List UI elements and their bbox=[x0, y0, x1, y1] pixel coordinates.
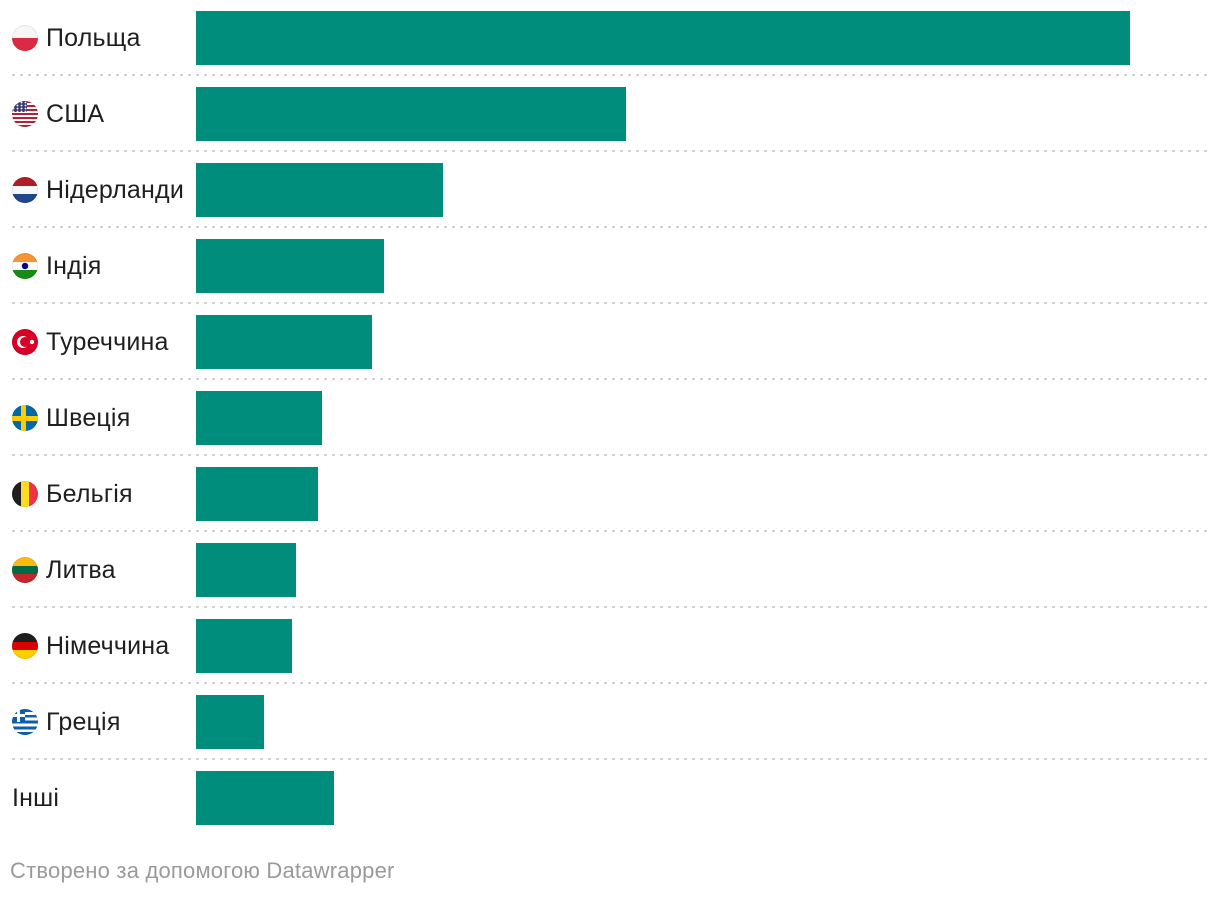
row-label-cell: Греція bbox=[12, 708, 196, 737]
bar-cell bbox=[196, 163, 1220, 217]
bar-cell bbox=[196, 771, 1220, 825]
row-label-cell: Нідерланди bbox=[12, 176, 196, 205]
row-label: Нідерланди bbox=[46, 175, 184, 204]
row-label: Туреччина bbox=[46, 327, 169, 356]
bar-cell bbox=[196, 467, 1220, 521]
flag-usa-icon bbox=[12, 101, 38, 127]
datawrapper-credit-link[interactable]: Створено за допомогою Datawrapper bbox=[10, 858, 395, 883]
row-label-cell: Бельгія bbox=[12, 480, 196, 509]
flag-india-icon bbox=[12, 253, 38, 279]
row-label: Інші bbox=[12, 783, 60, 812]
row-label: Греція bbox=[46, 707, 121, 736]
bar[interactable] bbox=[196, 467, 318, 521]
row-label: Німеччина bbox=[46, 631, 170, 660]
bar-cell bbox=[196, 619, 1220, 673]
row-label: Індія bbox=[46, 251, 102, 280]
bar[interactable] bbox=[196, 543, 296, 597]
chart-row: Індія bbox=[0, 228, 1220, 304]
flag-lithuania-icon bbox=[12, 557, 38, 583]
chart-row: Греція bbox=[0, 684, 1220, 760]
bar[interactable] bbox=[196, 87, 626, 141]
bar[interactable] bbox=[196, 619, 292, 673]
flag-sweden-icon bbox=[12, 405, 38, 431]
chart-row: Інші bbox=[0, 760, 1220, 836]
bar[interactable] bbox=[196, 391, 322, 445]
chart-row: Бельгія bbox=[0, 456, 1220, 532]
row-label-cell: Литва bbox=[12, 556, 196, 585]
chart-row: Литва bbox=[0, 532, 1220, 608]
chart-row: США bbox=[0, 76, 1220, 152]
chart-footer: Створено за допомогою Datawrapper bbox=[10, 858, 1220, 884]
chart-row: Туреччина bbox=[0, 304, 1220, 380]
row-label-cell: Індія bbox=[12, 252, 196, 281]
row-label-cell: Німеччина bbox=[12, 632, 196, 661]
row-label: Литва bbox=[46, 555, 116, 584]
row-label: Бельгія bbox=[46, 479, 133, 508]
flag-poland-icon bbox=[12, 25, 38, 51]
flag-germany-icon bbox=[12, 633, 38, 659]
row-label: Швеція bbox=[46, 403, 131, 432]
bar[interactable] bbox=[196, 163, 443, 217]
chart-row: Польща bbox=[0, 0, 1220, 76]
bar-cell bbox=[196, 543, 1220, 597]
bar[interactable] bbox=[196, 11, 1130, 65]
row-label-cell: Інші bbox=[12, 784, 196, 813]
bar[interactable] bbox=[196, 771, 334, 825]
chart-row: Нідерланди bbox=[0, 152, 1220, 228]
row-label-cell: США bbox=[12, 100, 196, 129]
flag-greece-icon bbox=[12, 709, 38, 735]
bar-cell bbox=[196, 391, 1220, 445]
flag-turkey-icon bbox=[12, 329, 38, 355]
bar-cell bbox=[196, 11, 1220, 65]
flag-belgium-icon bbox=[12, 481, 38, 507]
row-label-cell: Польща bbox=[12, 24, 196, 53]
chart-row: Швеція bbox=[0, 380, 1220, 456]
bar-cell bbox=[196, 695, 1220, 749]
bar-cell bbox=[196, 239, 1220, 293]
bar[interactable] bbox=[196, 239, 384, 293]
row-label-cell: Швеція bbox=[12, 404, 196, 433]
row-label: Польща bbox=[46, 23, 141, 52]
flag-netherlands-icon bbox=[12, 177, 38, 203]
row-label-cell: Туреччина bbox=[12, 328, 196, 357]
bar-cell bbox=[196, 87, 1220, 141]
bar[interactable] bbox=[196, 315, 372, 369]
chart-row: Німеччина bbox=[0, 608, 1220, 684]
bar-chart: Польща США Нідерланди Індія bbox=[0, 0, 1220, 836]
bar[interactable] bbox=[196, 695, 264, 749]
row-label: США bbox=[46, 99, 105, 128]
bar-cell bbox=[196, 315, 1220, 369]
